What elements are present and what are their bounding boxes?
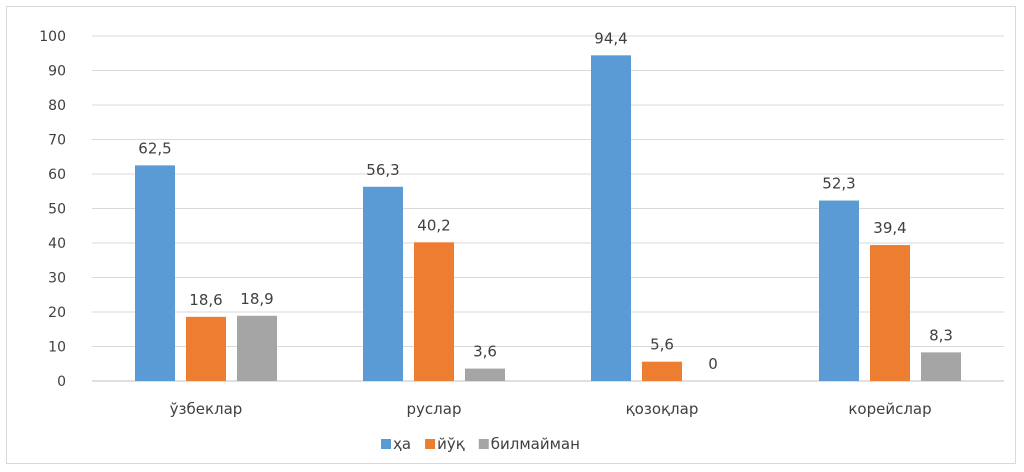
y-tick-label: 70 [48,133,66,149]
data-label: 18,6 [189,291,222,309]
bar [921,352,961,381]
y-tick-label: 30 [48,271,66,287]
legend-swatch [478,439,489,449]
x-category-label: корейслар [848,400,931,418]
bar [135,165,175,381]
bar [642,361,682,381]
bar [363,186,403,381]
gridlines [92,35,1004,382]
data-label: 5,6 [650,336,674,354]
bar [186,316,226,381]
bars [135,55,961,381]
y-tick-label: 90 [48,64,66,80]
y-tick-label: 40 [48,236,66,252]
bar [237,315,277,381]
data-labels: 62,5 18,6 18,9 56,3 40,2 3,6 94,4 5,6 0 52,3 39,4 8… [138,29,953,373]
data-label: 0 [708,355,718,373]
bar [870,245,910,381]
bar [414,242,454,381]
y-axis-tick-labels: 0 10 20 30 40 50 60 70 80 90 100 [39,29,66,390]
y-tick-label: 50 [48,202,66,218]
y-tick-label: 80 [48,98,66,114]
data-label: 39,4 [873,219,906,237]
data-label: 3,6 [473,343,497,361]
legend: ҳа йўқ билмайман [381,435,580,453]
data-label: 52,3 [822,175,855,193]
legend-swatch [425,439,436,449]
x-category-label: қозоқлар [626,400,699,418]
legend-label: ҳа [393,435,411,453]
y-tick-label: 0 [57,374,66,390]
y-tick-label: 20 [48,305,66,321]
data-label: 18,9 [240,290,273,308]
legend-label: йўқ [437,435,465,453]
y-tick-label: 60 [48,167,66,183]
bar [591,55,631,381]
x-category-label: руслар [407,400,462,418]
x-category-label: ўзбеклар [170,400,243,418]
y-tick-label: 100 [39,29,66,45]
data-label: 62,5 [138,139,171,157]
data-label: 40,2 [417,216,450,234]
data-label: 94,4 [594,29,627,47]
y-tick-label: 10 [48,340,66,356]
bar [465,368,505,381]
legend-label: билмайман [491,435,580,453]
legend-swatch [381,439,391,449]
bar [819,200,859,381]
x-axis: ўзбеклар руслар қозоқлар корейслар [170,400,932,418]
data-label: 56,3 [366,161,399,179]
data-label: 8,3 [929,326,953,344]
